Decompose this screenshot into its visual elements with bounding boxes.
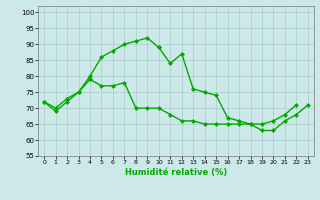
X-axis label: Humidité relative (%): Humidité relative (%) xyxy=(125,168,227,177)
